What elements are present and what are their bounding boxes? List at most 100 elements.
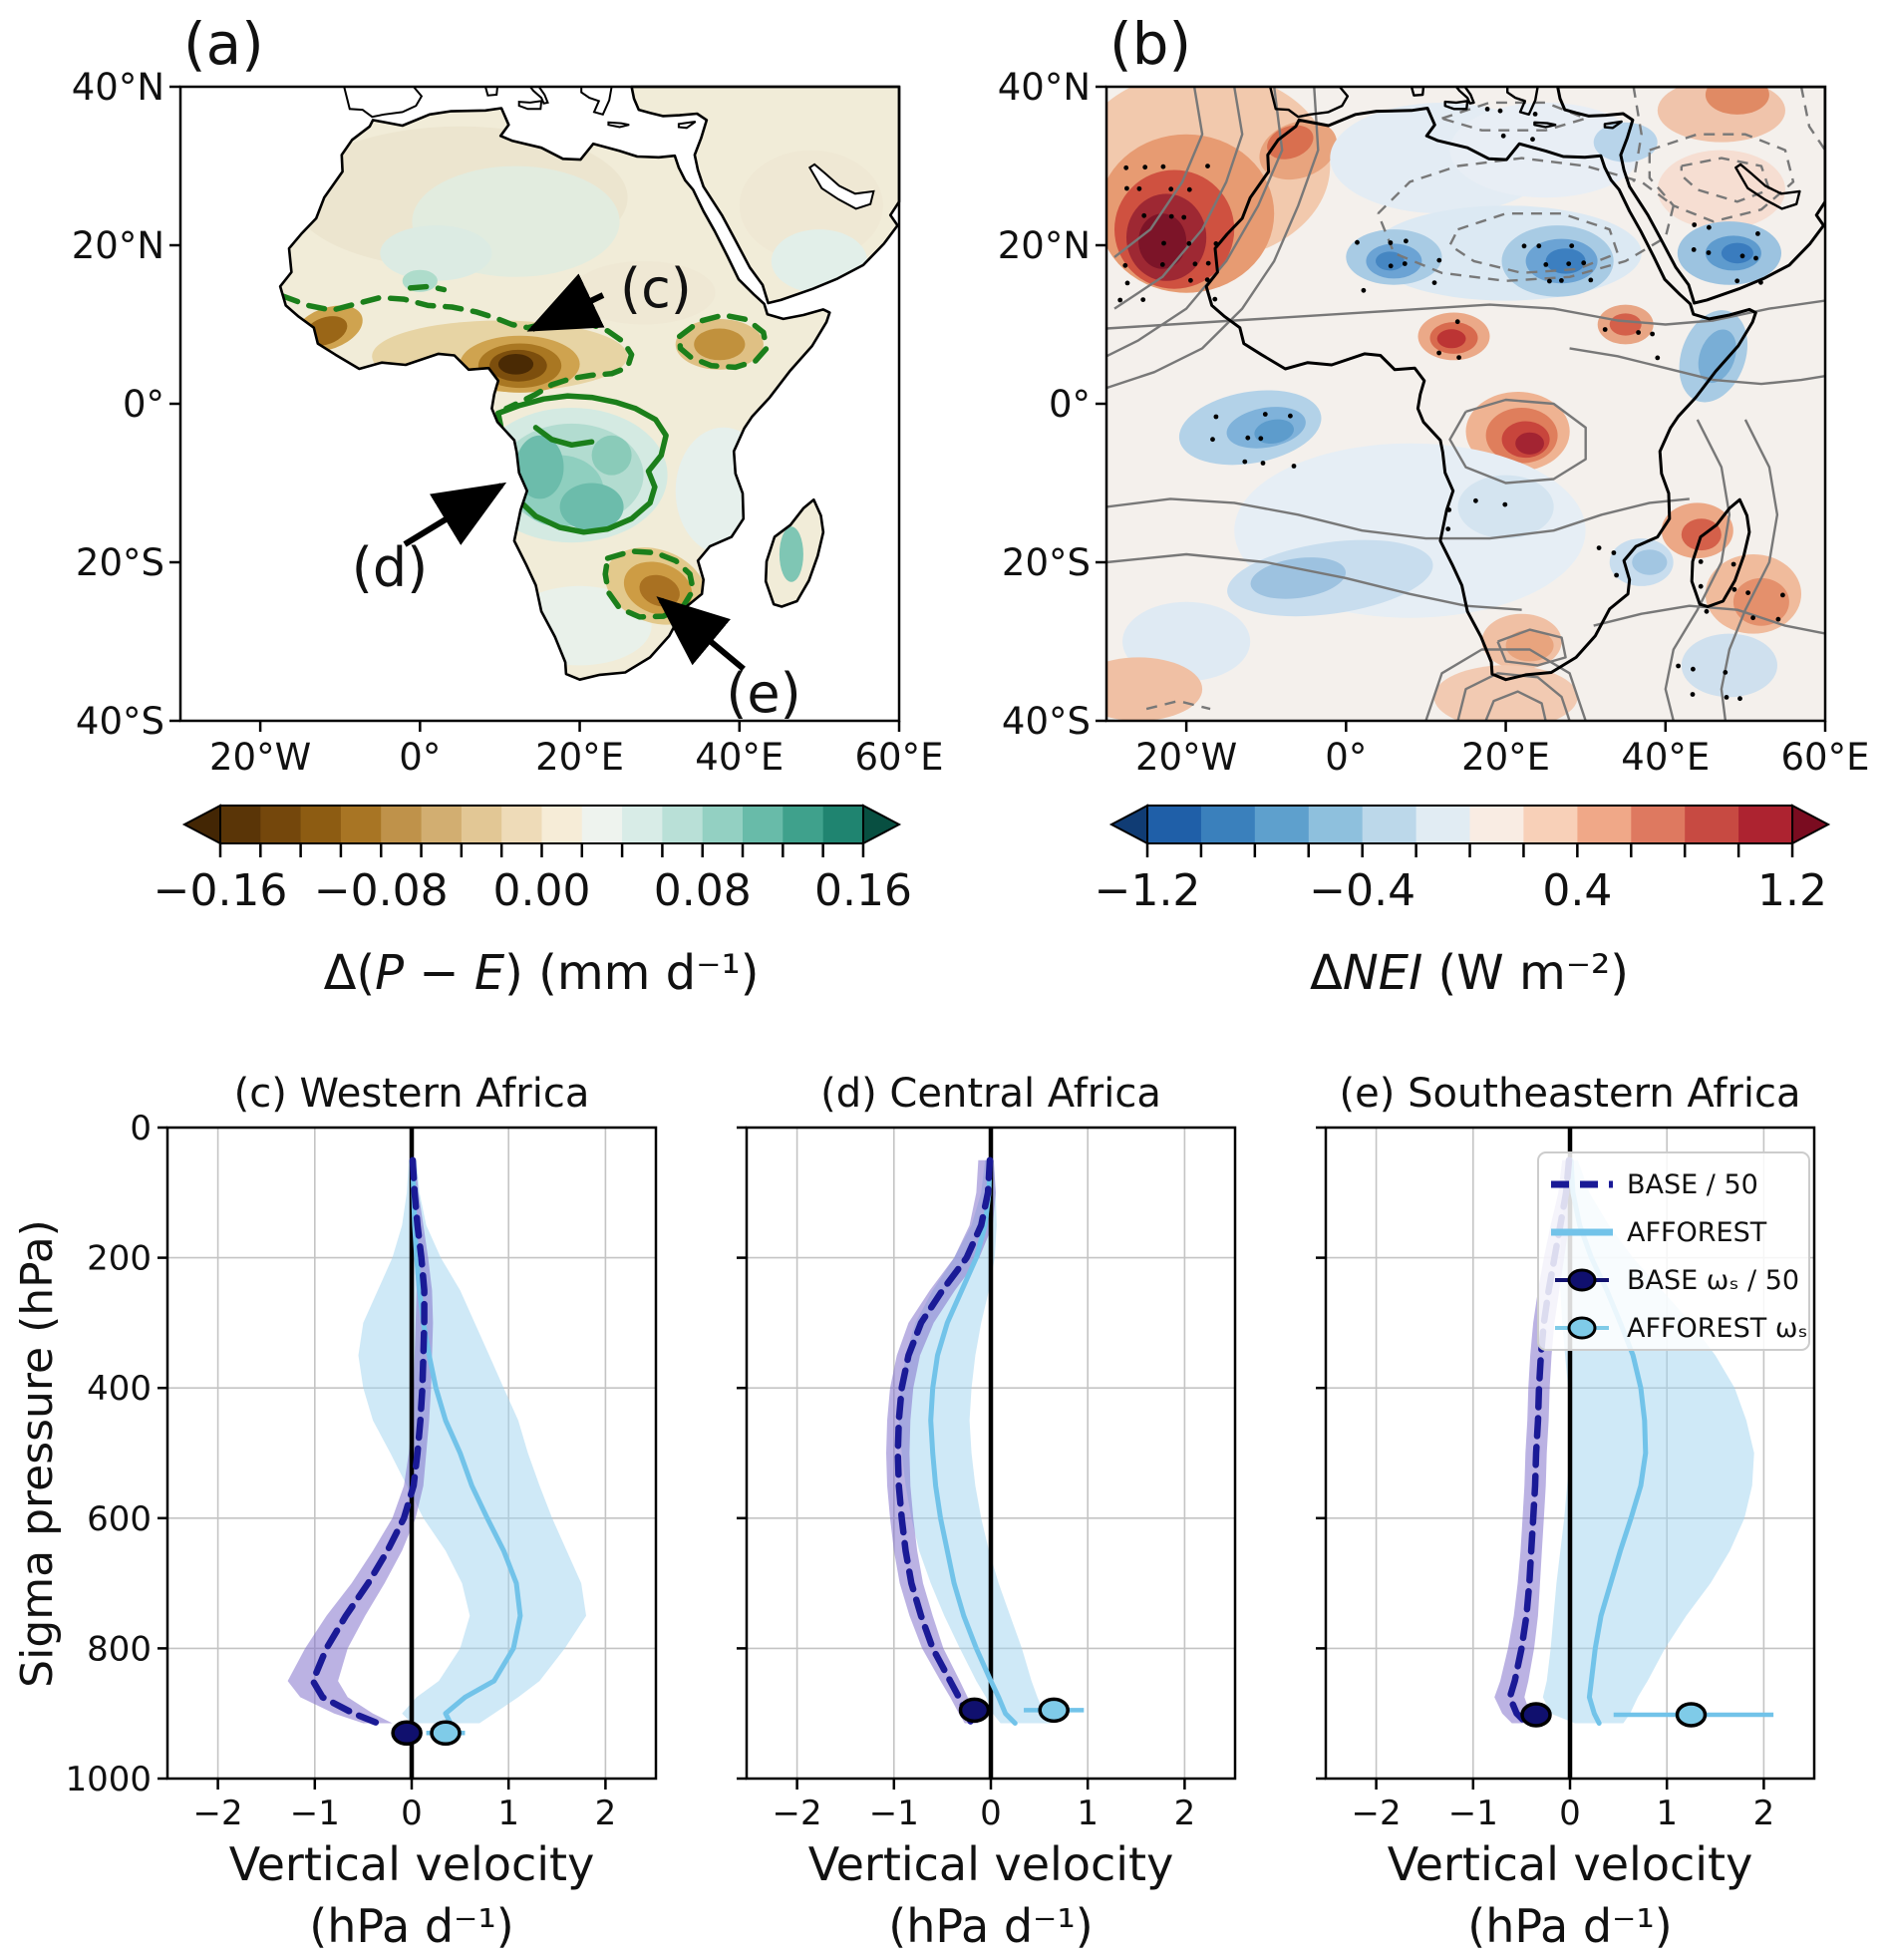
colorbar-segment (1362, 806, 1417, 843)
profile-x-tick-label: 0 (980, 1794, 1002, 1833)
stipple-dot (1456, 355, 1461, 360)
contour-fill-blob (1267, 125, 1314, 160)
map-a-y-tick-label: 20°N (72, 224, 164, 267)
map-b-x-tick-label: 40°E (1621, 736, 1710, 779)
gray-solid-contour (1448, 398, 1587, 485)
profile-c-title: (c) Western Africa (234, 1071, 590, 1117)
stipple-dot (1245, 435, 1251, 441)
stipple-dot (1142, 164, 1148, 170)
colorbar-segment (822, 806, 864, 843)
stipple-dot (1436, 350, 1441, 356)
profile-x-tick-label: 2 (1174, 1794, 1196, 1833)
map-a-y-tick-label: 0° (123, 383, 164, 426)
stipple-dot (1596, 545, 1602, 550)
plot-body (287, 1128, 586, 1779)
colorbar-segment (1738, 806, 1793, 843)
stipple-dot (1734, 278, 1740, 284)
stipple-dot (1731, 586, 1737, 592)
colorbar-segment (300, 806, 342, 843)
profile-x-tick-label: 2 (595, 1794, 617, 1833)
dashed-contour-small (407, 283, 448, 293)
colorbar-segment (541, 806, 583, 843)
profile-x-tick-label: 1 (1656, 1794, 1678, 1833)
map-b-x-tick-label: 20°E (1461, 736, 1550, 779)
gray-solid-contour (1106, 87, 1284, 358)
stipple-dot (1140, 297, 1146, 302)
afforest-omega-marker (430, 1720, 462, 1747)
contour-fill-blob (1457, 475, 1554, 539)
arabia-outline (630, 85, 901, 305)
colorbar-under-arrow (181, 804, 221, 845)
colorbar-tick-label: 1.2 (1757, 865, 1827, 916)
contour-fill-blob (694, 328, 746, 361)
stipple-dot (1388, 263, 1394, 269)
stipple-dot (1588, 277, 1594, 283)
stipple-dot (1361, 287, 1367, 293)
legend-label-base: BASE / 50 (1627, 1169, 1758, 1200)
stipple-dot (1614, 572, 1619, 578)
persian-gulf (807, 163, 875, 210)
contour-fill-blob (571, 260, 716, 325)
profile-line (410, 1157, 523, 1726)
contour-fill-blob (515, 435, 564, 499)
coastline (1443, 100, 1469, 111)
solid-contour-congo-inner (532, 425, 595, 449)
arrow-d (403, 482, 507, 547)
map-b-x-tick-label: 20°W (1135, 736, 1237, 779)
colorbar-tick-label: 0.08 (654, 865, 752, 916)
colorbar-segment (581, 806, 623, 843)
profile_d-panel: −2 −1 0 1 2 (737, 1126, 1237, 1833)
stipple-dot (1123, 164, 1129, 170)
colorbar-segment (1685, 806, 1739, 843)
contour-fill-blob (1705, 87, 1769, 115)
stipple-dot (1204, 277, 1210, 282)
contour-fill-blob (1681, 633, 1777, 698)
coastline (1533, 121, 1557, 129)
stipple-dot (1650, 331, 1655, 337)
profile-line (928, 1157, 1018, 1726)
stipple-dot (1636, 330, 1641, 335)
madagascar-outline (1690, 497, 1751, 608)
stipple-dot (1502, 501, 1508, 507)
contour-fill-blob (380, 225, 492, 281)
map-a-panel: 20°W 0° 20°E 40°E 60°E 40°N 20°N 0° 20°S 40°S (c) (… (72, 66, 944, 779)
gray-dashed-contour (1377, 157, 1675, 282)
stipple-dot (1691, 666, 1696, 672)
map-a-y-tick-label: 40°N (72, 66, 164, 109)
gray-solid-contour (1113, 87, 1244, 310)
stipple-dot (1186, 240, 1192, 246)
map-b-y-tick-label: 40°N (998, 66, 1091, 109)
gray-solid-contour (1569, 347, 1825, 386)
colorbar-under-arrow (1108, 804, 1148, 845)
contour-fill-blob (1106, 657, 1203, 721)
stipple-dot (1212, 296, 1218, 302)
coastline (1603, 120, 1623, 130)
uncertainty-band (358, 1159, 586, 1724)
map-a-x-tick-label: 60°E (855, 736, 944, 779)
stipple-dot (1698, 583, 1704, 589)
stipple-dot (1260, 461, 1266, 466)
map-b-y-tick-label: 20°S (1002, 541, 1091, 584)
europe-land (607, 121, 630, 129)
colorbar-tick-label: −0.08 (314, 865, 449, 916)
legend-label-afforest-omega: AFFOREST ωₛ (1627, 1313, 1808, 1344)
stipple-dot (1181, 214, 1187, 220)
stipple-dot (1530, 137, 1535, 143)
stipple-dot (1210, 437, 1215, 443)
stipple-dot (1692, 222, 1698, 227)
base-omega-marker (391, 1720, 423, 1747)
colorbar-over-arrow (861, 804, 902, 845)
colorbar-segment (501, 806, 543, 843)
stipple-dot (1698, 559, 1704, 564)
profile-x-tick-label: 1 (1077, 1794, 1099, 1833)
coastline (1269, 87, 1350, 119)
colorbar-segment (1469, 806, 1525, 843)
stipple-dot (1723, 670, 1729, 675)
panel-a-title: (a) (183, 10, 264, 78)
gray-solid-contour (1113, 87, 1204, 258)
plot-body (886, 1128, 1085, 1779)
coastline (1454, 87, 1475, 105)
coastline (1506, 87, 1539, 116)
colorbar-segment (421, 806, 463, 843)
gray-solid-contour (1424, 648, 1587, 721)
